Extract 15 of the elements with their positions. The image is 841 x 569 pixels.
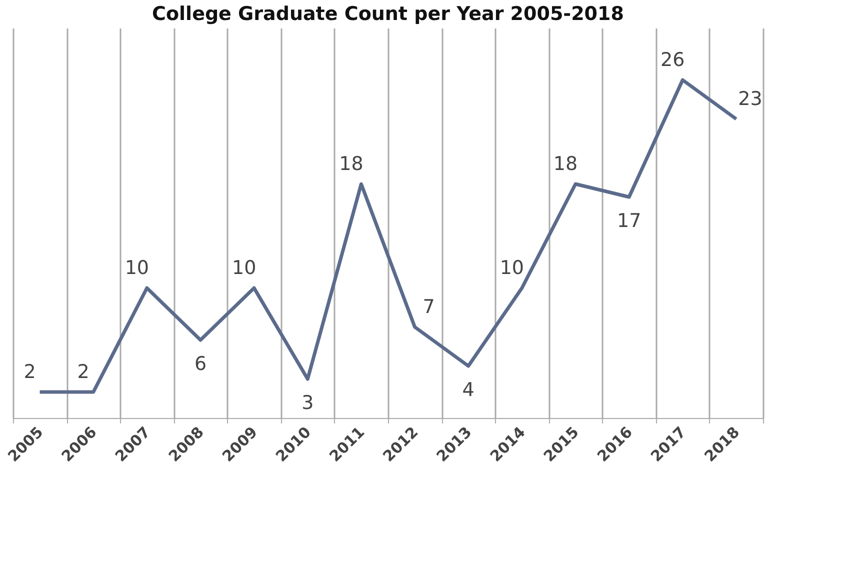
data-label: 23	[738, 88, 762, 110]
data-label: 26	[660, 49, 685, 71]
data-label: 17	[616, 210, 642, 232]
data-label: 4	[462, 379, 474, 401]
data-label: 10	[500, 257, 524, 279]
data-label: 3	[302, 392, 314, 414]
data-label: 2	[24, 361, 36, 383]
data-label: 18	[339, 153, 364, 175]
data-label: 2	[77, 361, 90, 383]
data-label: 10	[124, 257, 150, 279]
data-label: 18	[553, 153, 578, 175]
data-label: 10	[232, 257, 256, 279]
data-label: 7	[422, 296, 435, 318]
data-label: 6	[194, 353, 207, 375]
chart-title: College Graduate Count per Year 2005-2018	[152, 3, 624, 25]
